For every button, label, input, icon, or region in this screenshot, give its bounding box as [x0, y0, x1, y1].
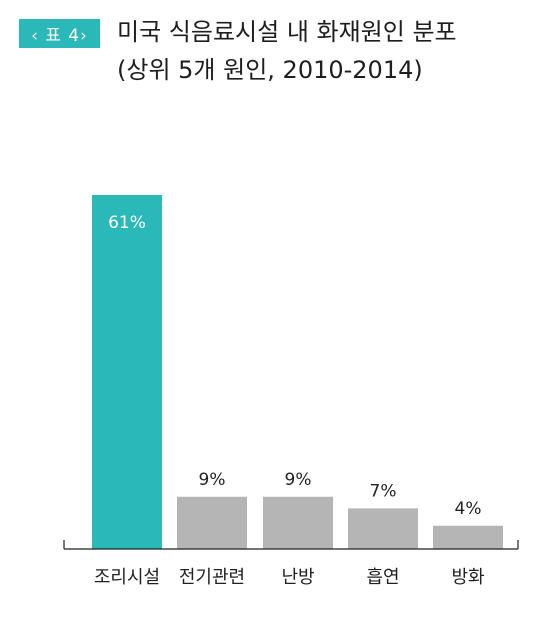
- chart-subtitle: (상위 5개 원인, 2010-2014): [117, 56, 423, 84]
- value-label-1: 61%: [108, 213, 146, 233]
- value-label-4: 7%: [370, 481, 397, 501]
- bar-5: [433, 525, 503, 549]
- chart-title: 미국 식음료시설 내 화재원인 분포: [117, 18, 457, 46]
- value-label-2: 9%: [199, 470, 226, 490]
- bar-4: [348, 508, 418, 549]
- category-label-3: 난방: [281, 567, 314, 588]
- bar-3: [263, 496, 333, 549]
- category-label-5: 방화: [451, 567, 484, 588]
- bar-2: [177, 496, 247, 549]
- value-label-5: 4%: [455, 499, 482, 519]
- category-label-2: 전기관련: [179, 567, 245, 588]
- bar-1: [92, 195, 162, 549]
- category-label-1: 조리시설: [94, 567, 160, 588]
- value-label-3: 9%: [285, 470, 312, 490]
- table-number-badge: ‹ 표 4›: [19, 19, 100, 48]
- category-label-4: 흡연: [366, 567, 399, 588]
